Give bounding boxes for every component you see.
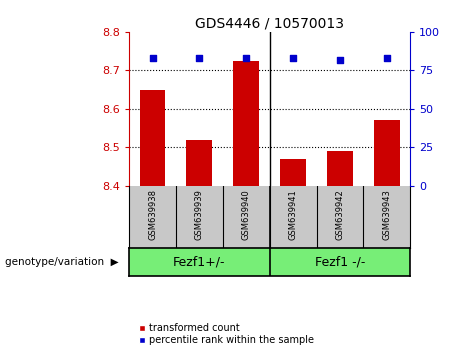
Bar (140, 90, 165, 186)
Point (242, 55, 250, 61)
Point (196, 55, 203, 61)
Text: Fezf1+/-: Fezf1+/- (173, 255, 225, 268)
Text: GSM639940: GSM639940 (242, 189, 251, 240)
Bar (280, 159, 306, 186)
Bar (233, 61, 259, 186)
Point (149, 55, 156, 61)
Point (337, 57, 344, 62)
Text: genotype/variation  ▶: genotype/variation ▶ (5, 257, 118, 267)
Text: GSM639939: GSM639939 (195, 189, 204, 240)
Title: GDS4446 / 10570013: GDS4446 / 10570013 (195, 17, 344, 31)
Text: GSM639941: GSM639941 (289, 189, 298, 240)
Text: GSM639942: GSM639942 (336, 189, 344, 240)
Text: GSM639943: GSM639943 (382, 189, 391, 240)
Point (383, 55, 390, 61)
Bar (187, 140, 212, 186)
Bar (374, 120, 400, 186)
Legend: transformed count, percentile rank within the sample: transformed count, percentile rank withi… (134, 319, 319, 349)
Bar (327, 151, 353, 186)
Point (290, 55, 297, 61)
Text: Fezf1 -/-: Fezf1 -/- (315, 255, 365, 268)
Text: GSM639938: GSM639938 (148, 189, 157, 240)
